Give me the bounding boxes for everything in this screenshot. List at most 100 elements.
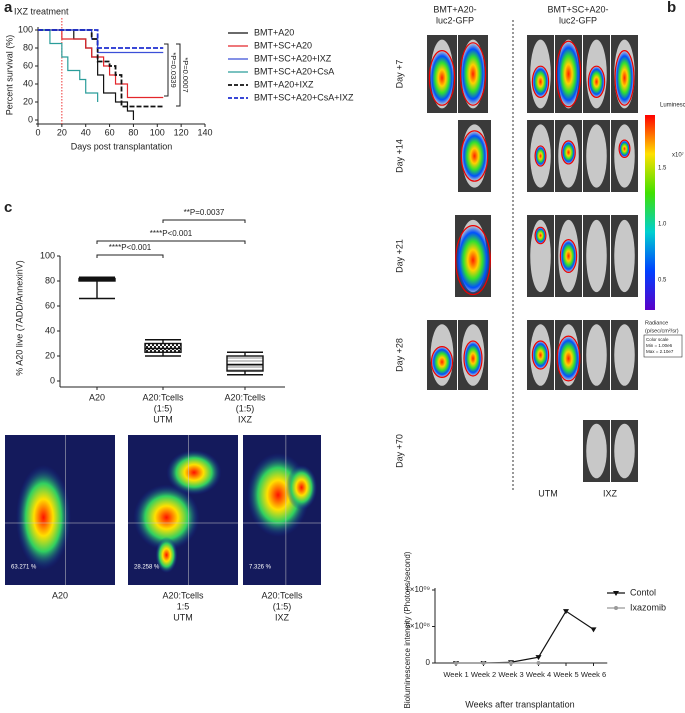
y-tick-label: 100 xyxy=(40,250,55,260)
colorbar-title: Luminescence xyxy=(660,103,685,109)
x-tick-label: A20:Tcells xyxy=(142,392,184,402)
legend-label: BMT+A20+IXZ xyxy=(254,79,314,89)
x-tick-label: Week 2 xyxy=(471,670,496,679)
x-tick-label: Week 5 xyxy=(553,670,578,679)
signal xyxy=(430,346,454,379)
color-scale-box xyxy=(643,334,683,358)
y-axis-label: Bioluminescence intensity (Photons/secon… xyxy=(403,551,412,708)
y-tick-label: 20 xyxy=(23,96,33,106)
flow-caption: UTM xyxy=(173,612,193,622)
signal xyxy=(587,65,606,99)
signal xyxy=(618,139,631,159)
gate-percent: 63.271 % xyxy=(11,565,37,571)
signal xyxy=(428,50,456,106)
flow-caption: 1:5 xyxy=(177,601,190,611)
color-scale-text: Color scale xyxy=(646,337,669,342)
gate-percent: 7.326 % xyxy=(249,565,272,571)
mouse-body xyxy=(586,423,607,479)
survival-line xyxy=(38,29,164,108)
survival-line xyxy=(38,29,164,49)
x-tick-label: Week 3 xyxy=(498,670,523,679)
colorbar-tick: 1.0 xyxy=(658,222,667,228)
signal xyxy=(556,335,581,382)
x-axis-label: Days post transplantation xyxy=(71,141,173,151)
treatment-label: UTM xyxy=(538,488,558,498)
mouse-body xyxy=(586,219,607,293)
y-tick-label: 0 xyxy=(426,658,431,667)
group-label: BMT+SC+A20- xyxy=(547,4,608,14)
signal xyxy=(455,225,491,296)
bracket xyxy=(176,43,181,107)
x-tick-label: 60 xyxy=(105,127,115,137)
flow-density xyxy=(166,450,222,495)
x-tick-label: 0 xyxy=(35,127,40,137)
axis xyxy=(36,27,205,125)
y-tick-label: 40 xyxy=(45,325,55,335)
flow-density xyxy=(133,484,200,551)
x-tick-label: Week 4 xyxy=(526,670,551,679)
signal xyxy=(531,340,550,370)
survival-line xyxy=(38,29,164,99)
panel-label: a xyxy=(4,0,13,16)
p-value: *P=0.0339 xyxy=(169,52,178,87)
signal xyxy=(614,50,635,106)
flow-caption: (1:5) xyxy=(273,601,292,611)
x-tick-label: 140 xyxy=(197,127,212,137)
x-tick-label: Week 6 xyxy=(581,670,606,679)
imaging-panel: Day +7 Day +14 Day +21 Day +28 Day +70 BMT+A2… xyxy=(394,4,638,498)
group-label: luc2-GFP xyxy=(436,15,474,25)
panel-label: c xyxy=(4,199,12,216)
y-axis-label: % A20 live (7ADD/AnnexinV) xyxy=(14,260,24,376)
y-tick-label: 1×10⁰⁹ xyxy=(405,585,430,594)
y-tick-label: 80 xyxy=(45,275,55,285)
x-tick-label: A20 xyxy=(89,392,105,402)
y-tick-label: 0 xyxy=(50,375,55,385)
x-tick-label: IXZ xyxy=(238,414,253,424)
signal xyxy=(534,226,547,245)
x-tick-label: (1:5) xyxy=(236,403,255,413)
x-tick-label: 40 xyxy=(81,127,91,137)
x-tick-label: 20 xyxy=(57,127,67,137)
flow-caption: A20:Tcells xyxy=(261,590,303,600)
p-value: *P=0.0007 xyxy=(181,57,190,92)
survival-line xyxy=(38,29,99,102)
signal xyxy=(534,145,547,167)
x-tick-label: UTM xyxy=(153,414,173,424)
y-tick-label: 20 xyxy=(45,350,55,360)
panel-label: b xyxy=(667,0,676,16)
p-value: **P=0.0037 xyxy=(184,208,225,217)
flow-caption: A20:Tcells xyxy=(162,590,204,600)
x-tick-label: A20:Tcells xyxy=(224,392,266,402)
signal xyxy=(555,40,582,108)
legend-label: BMT+A20 xyxy=(254,27,294,37)
colorbar-tick: 1.5 xyxy=(658,166,667,172)
legend-label: BMT+SC+A20+IXZ xyxy=(254,53,332,63)
flow-density xyxy=(16,465,71,570)
colorbar-exponent: x10⁷ xyxy=(672,152,684,159)
y-tick-label: 60 xyxy=(45,300,55,310)
y-tick-label: 60 xyxy=(23,60,33,70)
day-label: Day +70 xyxy=(394,434,404,468)
mouse-body xyxy=(614,324,635,386)
signal xyxy=(531,65,550,99)
x-tick-label: 80 xyxy=(128,127,138,137)
y-axis-label: Percent survival (%) xyxy=(4,35,14,116)
p-value: ****P<0.001 xyxy=(109,243,152,252)
legend-label: Ixazomib xyxy=(630,602,666,612)
x-tick-label: 120 xyxy=(174,127,189,137)
mouse-body xyxy=(614,219,635,293)
axis xyxy=(434,588,608,664)
colorbar-unit: Radiance xyxy=(645,320,668,326)
colorbar-tick: 0.5 xyxy=(658,278,667,284)
x-tick-label: (1:5) xyxy=(154,403,173,413)
comparison-bracket xyxy=(162,219,246,223)
survival-line xyxy=(38,29,164,54)
legend-label: Contol xyxy=(630,587,656,597)
gate-percent: 28.258 % xyxy=(134,565,160,571)
legend-label: BMT+SC+A20+CsA xyxy=(254,66,334,76)
colorbar-unit: (p/sec/cm²/sr) xyxy=(645,328,679,334)
flow-caption: IXZ xyxy=(275,612,290,622)
day-label: Day +28 xyxy=(394,338,404,372)
day-label: Day +7 xyxy=(394,60,404,89)
signal xyxy=(561,140,576,165)
